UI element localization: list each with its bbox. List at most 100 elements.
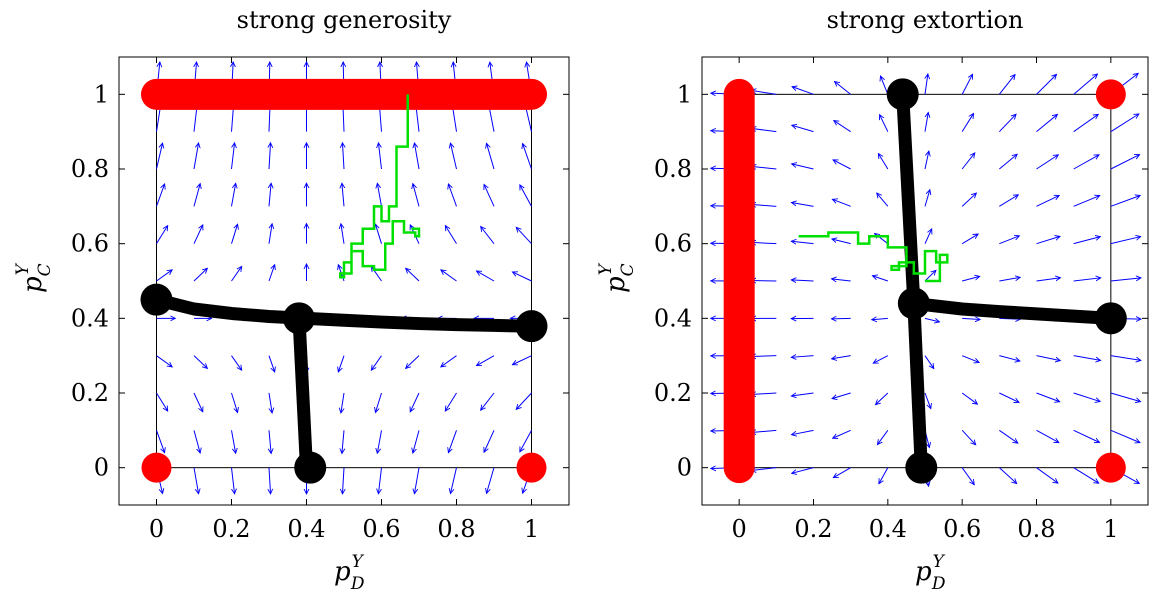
vector-arrow	[1036, 155, 1059, 170]
x-tick-label: 0	[149, 515, 164, 543]
vector-arrow	[751, 468, 777, 471]
vector-arrow	[413, 430, 420, 453]
vector-arrow	[1073, 278, 1101, 282]
vector-arrow	[193, 268, 207, 282]
vector-arrow	[792, 125, 814, 133]
x-axis-label-sup: Y	[933, 552, 946, 572]
x-axis-label-sup: Y	[352, 552, 365, 572]
vector-arrow	[791, 356, 814, 358]
vector-arrow	[1036, 114, 1058, 133]
vector-arrow	[516, 392, 532, 409]
vector-arrow	[877, 193, 889, 207]
vector-arrow	[961, 234, 978, 245]
black-fixed-point	[1094, 302, 1127, 335]
vector-arrow	[999, 429, 1018, 443]
vector-arrow	[961, 113, 973, 132]
y-axis-label-sup: Y	[596, 262, 616, 275]
vector-arrow	[999, 236, 1019, 245]
vector-arrow	[516, 227, 532, 245]
vector-arrow	[751, 280, 777, 281]
vector-arrow	[961, 355, 979, 363]
vector-arrow	[924, 229, 932, 244]
vector-arrow	[998, 114, 1016, 133]
vector-arrow	[193, 143, 199, 170]
y-tick-label: 1	[94, 80, 109, 108]
black-fixed-point	[886, 78, 919, 111]
y-axis-label-sub: C	[618, 263, 638, 276]
vector-arrow	[751, 128, 777, 133]
vector-arrow	[834, 121, 851, 133]
vector-arrow	[792, 164, 814, 170]
vector-arrow	[832, 239, 851, 245]
y-tick-label: 0.2	[654, 379, 692, 407]
vector-arrow	[378, 143, 382, 170]
vector-arrow	[406, 268, 420, 282]
vector-arrow	[1110, 278, 1141, 282]
vector-arrow	[751, 204, 777, 206]
x-tick-label: 0.6	[362, 515, 400, 543]
vector-arrow	[1110, 155, 1140, 170]
vector-arrow	[448, 184, 457, 207]
y-tick-label: 0	[677, 454, 692, 482]
vector-arrow	[924, 112, 928, 132]
vector-arrow	[476, 271, 495, 282]
chart-panel-strong-generosity: strong generosity 0 0.2 0.4 0.6 0.8 1 0 0.2 0.4 0.…	[13, 6, 570, 594]
vector-arrow	[512, 272, 532, 282]
vector-arrow	[523, 144, 532, 170]
red-fixed-point	[1095, 452, 1126, 483]
vector-arrow	[1036, 74, 1057, 95]
vector-arrow	[999, 154, 1017, 170]
vector-arrow	[880, 76, 889, 95]
vector-arrow	[450, 467, 457, 494]
vector-arrow	[231, 430, 236, 453]
x-tick-label: 0.2	[212, 515, 250, 543]
vector-arrow	[1073, 74, 1098, 95]
vector-arrow	[231, 224, 238, 244]
vector-arrow	[1110, 355, 1141, 361]
y-tick-label: 0.6	[654, 230, 692, 258]
vector-arrow	[193, 225, 203, 244]
vector-arrow	[961, 193, 976, 207]
vector-arrow	[751, 90, 777, 95]
vector-arrow	[791, 393, 814, 396]
vector-arrow	[924, 355, 934, 369]
vector-arrow	[924, 190, 930, 207]
vector-arrow	[961, 74, 972, 95]
vector-arrow	[487, 143, 495, 170]
vector-arrow	[484, 430, 495, 452]
x-tick-label: 0.6	[943, 515, 981, 543]
y-tick-label: 0	[94, 454, 109, 482]
vector-arrow	[998, 467, 1016, 484]
vector-arrow	[791, 280, 814, 281]
vector-arrow	[877, 430, 889, 444]
vector-arrow	[792, 467, 814, 474]
vector-arrow	[371, 355, 382, 371]
vector-arrow	[156, 392, 168, 411]
vector-arrow	[832, 356, 851, 359]
black-fixed-point	[897, 287, 930, 320]
vector-arrow	[341, 224, 344, 244]
x-tick-label: 0.4	[869, 515, 907, 543]
vector-arrow	[1073, 392, 1100, 402]
vector-arrow	[876, 392, 889, 405]
vector-arrow	[1036, 355, 1061, 361]
plot-frame	[118, 56, 570, 506]
x-tick-label: 0.4	[287, 515, 325, 543]
vector-arrow	[999, 277, 1020, 282]
vector-arrow	[231, 355, 242, 371]
black-fixed-point	[294, 451, 327, 484]
vector-arrow	[231, 183, 236, 207]
vector-arrow	[481, 226, 495, 244]
y-tick-label: 0.8	[71, 155, 109, 183]
vector-arrow	[792, 87, 814, 95]
vector-arrow	[484, 184, 495, 207]
vector-arrow	[999, 392, 1019, 402]
black-nullcline	[913, 296, 1112, 325]
vector-arrow	[377, 183, 382, 207]
y-axis-label-sub: C	[35, 263, 55, 276]
vector-arrow	[751, 430, 777, 432]
vector-arrow	[999, 195, 1018, 207]
x-tick-label: 0.2	[794, 515, 832, 543]
vector-arrow	[375, 392, 382, 412]
